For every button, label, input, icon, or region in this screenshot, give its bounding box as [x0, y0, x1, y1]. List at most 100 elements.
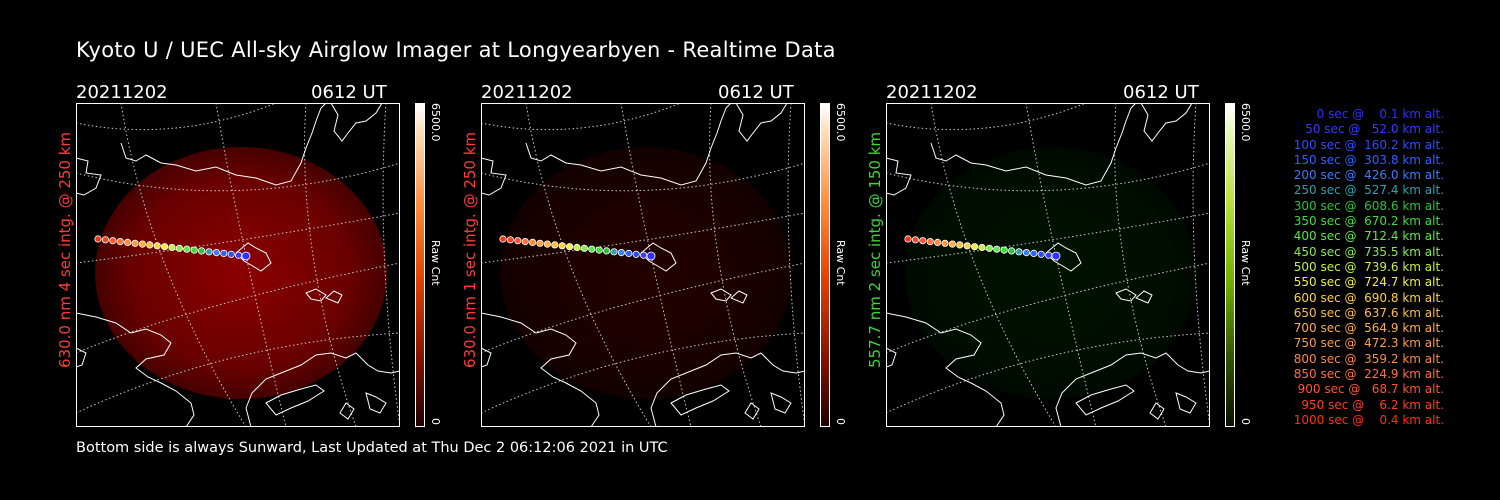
panel3-colorbar	[1225, 103, 1235, 427]
trajectory-point	[528, 238, 537, 246]
panel2-colorbar-max: 6500.0	[834, 103, 847, 142]
trajectory-point	[1015, 248, 1023, 256]
trajectory-point	[1037, 250, 1045, 258]
panel2-colorbar-min: 0	[834, 418, 847, 425]
trajectory-point	[948, 240, 957, 248]
trajectory-point	[109, 237, 117, 245]
coastline	[339, 402, 355, 420]
trajectory-point	[205, 248, 213, 256]
panel2-allsky-image	[481, 103, 805, 427]
panel2-colorbar	[820, 103, 830, 427]
coastline	[770, 392, 792, 414]
lat-lon-grid-line	[481, 262, 805, 354]
trajectory-point	[941, 239, 949, 247]
panel2-time: 0612 UT	[718, 82, 794, 103]
lat-lon-grid-line	[1192, 103, 1210, 427]
coastline	[525, 103, 732, 186]
trajectory-point	[521, 238, 529, 246]
coastline	[886, 312, 1005, 427]
panel1-time: 0612 UT	[311, 82, 387, 103]
trajectory-point	[904, 235, 912, 243]
legend-row: 450 sec @ 735.5 km alt.	[1289, 244, 1444, 259]
trajectory-point	[1008, 247, 1016, 255]
trajectory-point	[971, 243, 979, 251]
lat-lon-grid-line	[304, 103, 357, 427]
legend-row: 850 sec @ 224.9 km alt.	[1289, 367, 1444, 382]
legend-row: 300 sec @ 608.6 km alt.	[1289, 198, 1444, 213]
lat-lon-grid-line	[76, 103, 277, 131]
panel3-colorbar-max: 6500.0	[1239, 103, 1252, 142]
coastline	[481, 157, 507, 196]
trajectory-point	[241, 251, 251, 261]
trajectory-point	[1000, 246, 1008, 254]
coastline	[1149, 402, 1165, 420]
coastline	[886, 157, 912, 196]
panel2-channel-label: 630.0 nm 1 sec intg. @ 250 km	[461, 131, 479, 368]
coastline	[730, 290, 748, 304]
trajectory-point	[640, 251, 648, 259]
trajectory-point	[123, 238, 132, 246]
trajectory-point	[146, 241, 154, 249]
panel3-date: 20211202	[886, 82, 978, 103]
trajectory-point	[566, 243, 574, 251]
coastline	[481, 347, 492, 368]
trajectory-point	[183, 245, 191, 253]
lat-lon-grid-line	[1114, 103, 1167, 427]
legend-row: 600 sec @ 690.8 km alt.	[1289, 290, 1444, 305]
coastline	[710, 288, 732, 302]
legend-row: 750 sec @ 472.3 km alt.	[1289, 336, 1444, 351]
trajectory-point	[190, 246, 198, 254]
coastline	[1175, 392, 1197, 414]
legend-row: 500 sec @ 739.6 km alt.	[1289, 259, 1444, 274]
lat-lon-grid-line	[787, 103, 805, 427]
trajectory-point	[506, 236, 514, 244]
trajectory-point	[94, 235, 102, 243]
legend-row: 900 sec @ 68.7 km alt.	[1293, 382, 1444, 397]
coastline	[1055, 352, 1210, 427]
trajectory-point	[603, 247, 611, 255]
coastline	[1115, 288, 1137, 302]
trajectory-point	[558, 242, 566, 250]
panel-frame	[481, 103, 805, 427]
coastline	[120, 103, 327, 186]
trajectory-point	[1030, 249, 1038, 257]
coastline	[1135, 290, 1153, 304]
coastline	[930, 103, 1137, 186]
legend-row: 400 sec @ 712.4 km alt.	[1289, 229, 1444, 244]
coastline	[245, 352, 400, 427]
trajectory-point	[963, 242, 971, 250]
coastline	[305, 288, 327, 302]
trajectory-point	[168, 243, 176, 252]
trajectory-point	[911, 236, 919, 244]
trajectory-point	[198, 247, 206, 255]
trajectory-point	[499, 235, 507, 243]
legend-row: 200 sec @ 426.0 km alt.	[1289, 168, 1444, 183]
trajectory-point	[1051, 251, 1061, 261]
trajectory-point	[588, 245, 596, 253]
panel2-date: 20211202	[481, 82, 573, 103]
panel3-colorbar-min: 0	[1239, 418, 1252, 425]
lat-lon-grid-line	[382, 103, 400, 427]
trajectory-point	[1022, 249, 1030, 257]
legend-row: 0 sec @ 0.1 km alt.	[1305, 107, 1444, 121]
coastline	[650, 352, 805, 427]
coastline	[670, 384, 730, 416]
coastline	[325, 290, 343, 304]
trajectory-point	[153, 242, 161, 250]
coastline	[1075, 384, 1135, 416]
coastline	[76, 312, 195, 427]
trajectory-point	[138, 240, 147, 248]
trajectory-point	[536, 239, 544, 247]
trajectory-point	[933, 238, 942, 246]
coastline	[365, 392, 387, 414]
trajectory-point	[978, 243, 986, 252]
trajectory-point	[625, 249, 633, 257]
trajectory-point	[632, 250, 640, 258]
trajectory-point	[235, 251, 243, 259]
panel1-colorbar-max: 6500.0	[429, 103, 442, 142]
trajectory-point	[116, 238, 124, 246]
coastline	[1140, 103, 1193, 142]
lat-lon-grid-line	[76, 212, 400, 264]
panel3-colorbar-unit: Raw Cnt	[1239, 240, 1252, 286]
panel1-colorbar-unit: Raw Cnt	[429, 240, 442, 286]
